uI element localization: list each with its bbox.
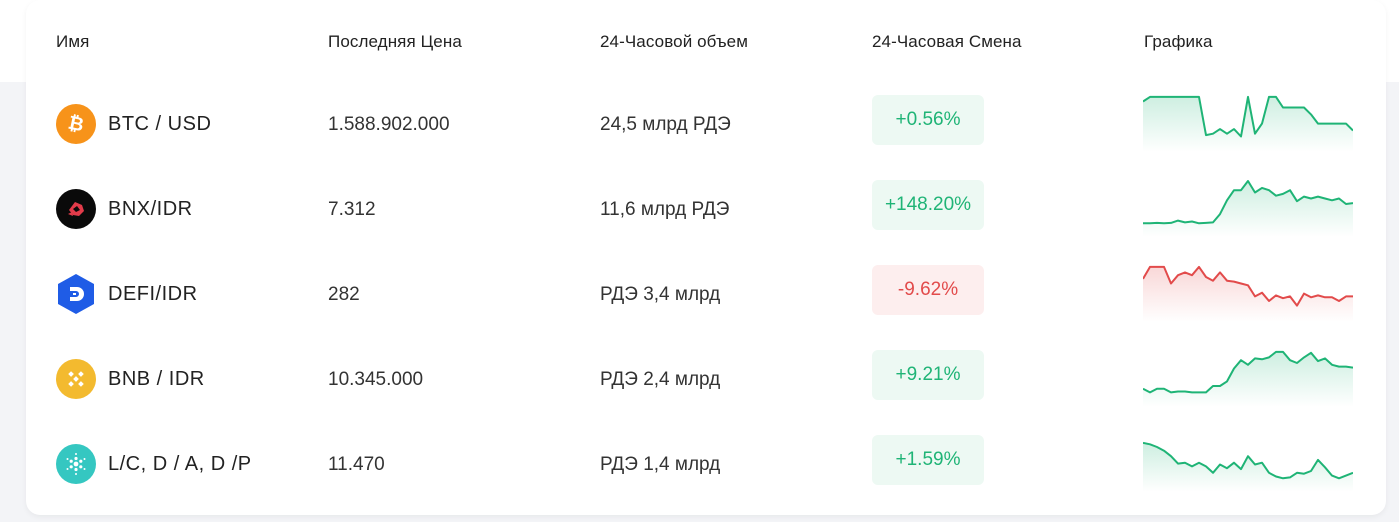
pair-name: BTC / USD	[108, 113, 212, 135]
sparkline-area	[1143, 266, 1353, 322]
sparkline-chart	[1143, 95, 1353, 152]
sparkline-area	[1143, 442, 1353, 492]
last-price: 1.588.902.000	[328, 114, 450, 135]
table-header: Имя Последняя Цена 24-Часовой объем 24-Ч…	[26, 0, 1386, 82]
last-price: 10.345.000	[328, 369, 424, 390]
table-row[interactable]: L/C, D / A, D /P 11.470 РДЭ 1,4 млрд +1.…	[26, 422, 1386, 507]
header-last-price[interactable]: Последняя Цена	[328, 32, 462, 51]
table-row[interactable]: BNX/IDR 7.312 11,6 млрд РДЭ +148.20%	[26, 167, 1386, 252]
volume-24h: РДЭ 1,4 млрд	[600, 454, 721, 475]
svg-text:₿: ₿	[66, 112, 86, 136]
sparkline-line	[1143, 441, 1353, 480]
bnb-icon	[56, 359, 96, 399]
sparkline-chart	[1143, 350, 1353, 407]
pair-name: BNB / IDR	[108, 368, 205, 390]
pair-name: DEFI/IDR	[108, 283, 198, 305]
table-row[interactable]: BNB / IDR 10.345.000 РДЭ 2,4 млрд +9.21%	[26, 337, 1386, 422]
change-badge: +0.56%	[872, 95, 984, 145]
sparkline-line	[1143, 265, 1353, 307]
header-change[interactable]: 24-Часовая Смена	[872, 32, 1022, 51]
volume-24h: РДЭ 2,4 млрд	[600, 369, 721, 390]
sparkline-chart	[1143, 180, 1353, 237]
bitcoin-icon: ₿	[56, 104, 96, 144]
last-price: 282	[328, 284, 360, 305]
change-badge: +148.20%	[872, 180, 984, 230]
volume-24h: РДЭ 3,4 млрд	[600, 284, 721, 305]
market-table-card: Имя Последняя Цена 24-Часовой объем 24-Ч…	[26, 0, 1386, 515]
pair-name: BNX/IDR	[108, 198, 193, 220]
change-badge: -9.62%	[872, 265, 984, 315]
sparkline-line	[1143, 95, 1353, 138]
volume-24h: 11,6 млрд РДЭ	[600, 199, 730, 220]
sparkline-line	[1143, 180, 1353, 225]
sparkline-chart	[1143, 265, 1353, 322]
header-name[interactable]: Имя	[56, 32, 90, 51]
sparkline-line	[1143, 350, 1353, 394]
last-price: 11.470	[328, 454, 385, 475]
sparkline-area	[1143, 181, 1353, 237]
bnx-icon	[56, 189, 96, 229]
pair-name: L/C, D / A, D /P	[108, 453, 252, 475]
change-badge: +1.59%	[872, 435, 984, 485]
sparkline-chart	[1143, 441, 1353, 492]
sparkline-area	[1143, 96, 1353, 152]
defichain-icon	[58, 274, 94, 314]
change-badge: +9.21%	[872, 350, 984, 400]
last-price: 7.312	[328, 199, 376, 220]
volume-24h: 24,5 млрд РДЭ	[600, 114, 731, 135]
cardano-icon	[56, 444, 96, 484]
table-row[interactable]: ₿ BTC / USD 1.588.902.000 24,5 млрд РДЭ …	[26, 82, 1386, 167]
header-chart: Графика	[1144, 32, 1213, 51]
table-row[interactable]: DEFI/IDR 282 РДЭ 3,4 млрд -9.62%	[26, 252, 1386, 337]
header-volume[interactable]: 24-Часовой объем	[600, 32, 749, 51]
